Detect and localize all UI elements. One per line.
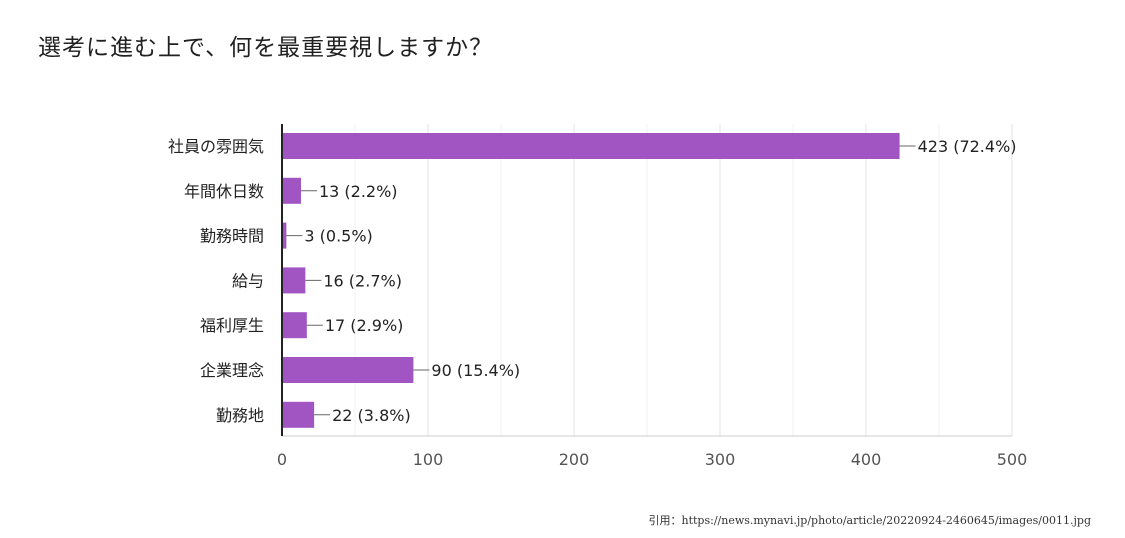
y-category-label: 福利厚生	[200, 316, 264, 335]
x-tick-label: 100	[413, 450, 444, 469]
x-tick-label: 500	[997, 450, 1028, 469]
grid-layer	[282, 124, 1013, 437]
x-tick-label: 400	[851, 450, 882, 469]
x-tick-label: 300	[705, 450, 736, 469]
data-label: 22 (3.8%)	[332, 406, 411, 425]
y-category-label: 年間休日数	[184, 182, 264, 201]
source-citation: 引用：https://news.mynavi.jp/photo/article/…	[648, 514, 1092, 527]
bar-4	[282, 312, 307, 339]
bar-2	[282, 222, 287, 249]
y-category-label: 給与	[232, 271, 264, 290]
y-category-label: 勤務時間	[200, 227, 264, 246]
data-label: 3 (0.5%)	[304, 227, 372, 246]
bar-1	[282, 177, 301, 204]
data-label: 13 (2.2%)	[319, 182, 398, 201]
data-label: 16 (2.7%)	[323, 271, 402, 290]
axis-layer: 0 100 200 300 400 500	[277, 124, 1027, 469]
x-tick-label: 200	[559, 450, 590, 469]
chart-title: 選考に進む上で、何を最重要視しますか？	[38, 35, 494, 61]
y-category-label: 企業理念	[200, 361, 264, 380]
label-layer: 社員の雰囲気 423 (72.4%) 年間休日数 13 (2.2%) 勤務時間 3 (0.…	[168, 137, 1017, 425]
bar-layer	[282, 133, 900, 428]
data-label: 423 (72.4%)	[918, 137, 1017, 156]
data-label: 90 (15.4%)	[431, 361, 520, 380]
y-category-label: 勤務地	[216, 406, 264, 425]
y-category-label: 社員の雰囲気	[168, 137, 264, 156]
x-tick-label: 0	[277, 450, 287, 469]
bar-0	[282, 133, 900, 159]
bar-3	[282, 267, 306, 294]
data-label: 17 (2.9%)	[325, 316, 404, 335]
bar-6	[282, 401, 315, 428]
bar-5	[282, 357, 414, 383]
